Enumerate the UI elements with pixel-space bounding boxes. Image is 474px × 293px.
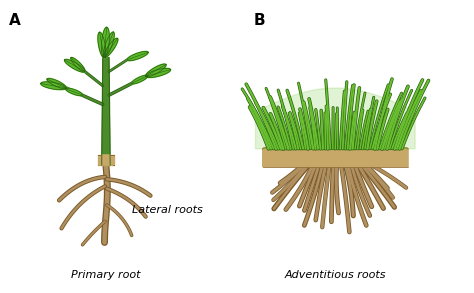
Polygon shape bbox=[255, 88, 415, 149]
Text: A: A bbox=[9, 13, 20, 28]
Text: Adventitious roots: Adventitious roots bbox=[284, 270, 386, 280]
Polygon shape bbox=[99, 155, 113, 165]
Polygon shape bbox=[263, 145, 408, 167]
Text: B: B bbox=[254, 13, 265, 28]
Polygon shape bbox=[98, 32, 106, 57]
Polygon shape bbox=[41, 82, 66, 90]
Polygon shape bbox=[64, 59, 85, 72]
Polygon shape bbox=[98, 155, 114, 165]
Polygon shape bbox=[101, 27, 109, 57]
Polygon shape bbox=[132, 75, 148, 84]
Polygon shape bbox=[146, 68, 171, 78]
Polygon shape bbox=[102, 57, 110, 165]
Text: Lateral roots: Lateral roots bbox=[132, 205, 202, 215]
Polygon shape bbox=[103, 32, 114, 58]
Polygon shape bbox=[127, 51, 148, 61]
Polygon shape bbox=[104, 38, 118, 58]
Polygon shape bbox=[71, 57, 85, 72]
Polygon shape bbox=[263, 145, 408, 167]
Polygon shape bbox=[47, 79, 66, 89]
Polygon shape bbox=[66, 88, 82, 96]
Text: Primary root: Primary root bbox=[71, 270, 141, 280]
Polygon shape bbox=[146, 64, 166, 77]
